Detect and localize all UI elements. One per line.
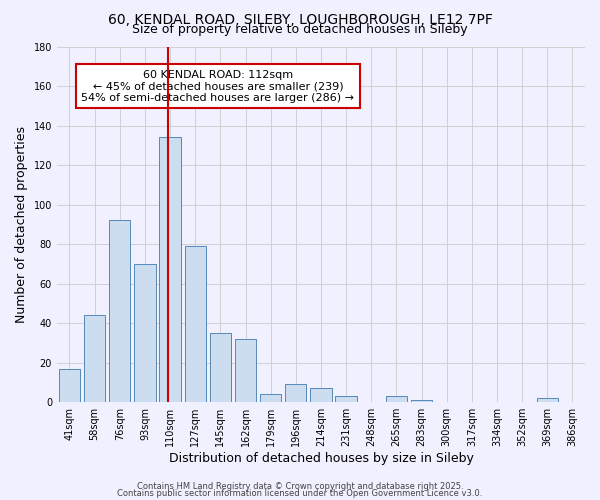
- Bar: [84, 316, 106, 402]
- Y-axis label: Number of detached properties: Number of detached properties: [15, 126, 28, 323]
- Bar: [134, 264, 155, 402]
- Bar: [235, 339, 256, 402]
- Text: Contains public sector information licensed under the Open Government Licence v3: Contains public sector information licen…: [118, 490, 482, 498]
- Bar: [285, 384, 307, 402]
- Bar: [185, 246, 206, 402]
- Text: Size of property relative to detached houses in Sileby: Size of property relative to detached ho…: [132, 22, 468, 36]
- Bar: [536, 398, 558, 402]
- Bar: [260, 394, 281, 402]
- Bar: [160, 138, 181, 402]
- Bar: [310, 388, 332, 402]
- Bar: [209, 333, 231, 402]
- Bar: [335, 396, 357, 402]
- Bar: [59, 368, 80, 402]
- Text: Contains HM Land Registry data © Crown copyright and database right 2025.: Contains HM Land Registry data © Crown c…: [137, 482, 463, 491]
- Text: 60, KENDAL ROAD, SILEBY, LOUGHBOROUGH, LE12 7PF: 60, KENDAL ROAD, SILEBY, LOUGHBOROUGH, L…: [107, 12, 493, 26]
- Text: 60 KENDAL ROAD: 112sqm
← 45% of detached houses are smaller (239)
54% of semi-de: 60 KENDAL ROAD: 112sqm ← 45% of detached…: [82, 70, 355, 103]
- X-axis label: Distribution of detached houses by size in Sileby: Distribution of detached houses by size …: [169, 452, 473, 465]
- Bar: [109, 220, 130, 402]
- Bar: [386, 396, 407, 402]
- Bar: [411, 400, 432, 402]
